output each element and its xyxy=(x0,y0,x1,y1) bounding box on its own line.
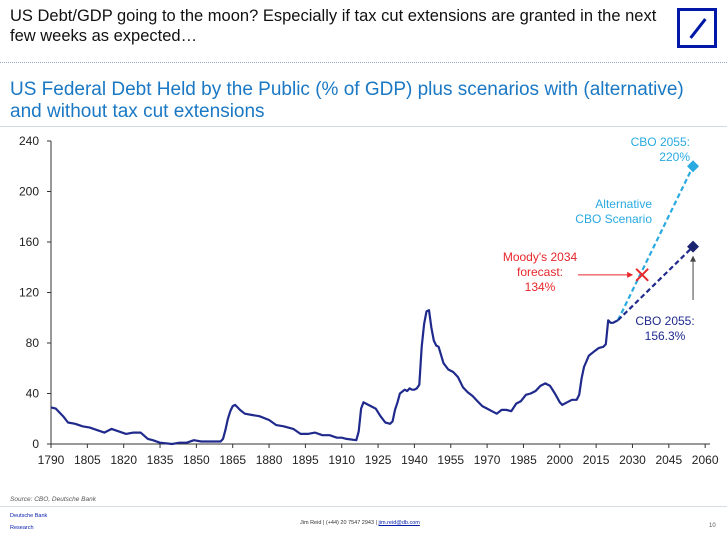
y-tick-label: 0 xyxy=(32,437,39,451)
chart-title: US Federal Debt Held by the Public (% of… xyxy=(10,79,684,122)
chart-series xyxy=(50,160,700,446)
y-tick-label: 240 xyxy=(19,134,39,148)
x-tick-label: 2015 xyxy=(583,453,610,467)
x-tick-label: 1985 xyxy=(510,453,537,467)
y-tick-label: 80 xyxy=(26,336,40,350)
series-line-historical xyxy=(50,309,619,446)
x-tick-label: 1835 xyxy=(147,453,174,467)
debt-gdp-chart: 0 40 80 120 160 200 240 1790 1805 1820 1835 1850 186… xyxy=(19,134,719,467)
x-tick-label: 1955 xyxy=(437,453,464,467)
source-note: Source: CBO, Deutsche Bank xyxy=(10,496,96,503)
footer-divider xyxy=(0,506,727,507)
x-tick-label: 1910 xyxy=(328,453,355,467)
y-tick-label: 200 xyxy=(19,185,39,199)
x-tick-label: 1850 xyxy=(183,453,210,467)
label-cbo-2055-alternative: CBO 2055: xyxy=(631,135,690,149)
x-tick-label: 1880 xyxy=(256,453,283,467)
deutsche-bank-logo-icon xyxy=(677,8,717,48)
label-cbo-2055-baseline: 156.3% xyxy=(645,329,686,343)
x-tick-label: 2000 xyxy=(546,453,573,467)
baseline-arrow-head xyxy=(690,255,697,262)
label-moodys-forecast: Moody's 2034 xyxy=(503,250,578,264)
label-alternative-scenario: Alternative xyxy=(595,197,652,211)
chart-axes: 0 40 80 120 160 200 240 1790 1805 1820 1835 1850 186… xyxy=(19,134,719,467)
x-tick-label: 1865 xyxy=(219,453,246,467)
series-line-alternative xyxy=(616,165,695,321)
x-tick-label: 2045 xyxy=(655,453,682,467)
marker-alternative-2055 xyxy=(687,160,700,173)
x-tick-label: 1895 xyxy=(292,453,319,467)
moodys-arrow-head xyxy=(627,271,634,278)
marker-baseline-2055 xyxy=(687,240,700,253)
footer-contact: Jim Reid | (+44) 20 7547 2943 | jim.reid… xyxy=(300,520,420,526)
x-tick-label: 2030 xyxy=(619,453,646,467)
y-tick-label: 120 xyxy=(19,286,39,300)
moodys-marker-stroke-b xyxy=(635,268,649,282)
page-number: 10 xyxy=(709,523,716,529)
x-tick-label: 1970 xyxy=(474,453,501,467)
footer-brand: Deutsche Bank Research xyxy=(10,510,47,534)
footer-email-link[interactable]: jim.reid@db.com xyxy=(378,520,420,526)
footer-brand-dept: Research xyxy=(10,525,34,531)
title-divider xyxy=(0,126,727,127)
y-tick-label: 40 xyxy=(26,387,40,401)
x-tick-label: 1820 xyxy=(110,453,137,467)
label-moodys-forecast: 134% xyxy=(525,280,556,294)
series-line-baseline xyxy=(617,245,694,322)
label-moodys-forecast: forecast: xyxy=(517,265,563,279)
label-cbo-2055-alternative: 220% xyxy=(659,150,690,164)
footer-contact-text: Jim Reid | (+44) 20 7547 2943 | xyxy=(300,520,377,526)
y-tick-label: 160 xyxy=(19,235,39,249)
label-alternative-scenario: CBO Scenario xyxy=(575,212,652,226)
footer-brand-name: Deutsche Bank xyxy=(10,513,48,519)
slide-headline: US Debt/GDP going to the moon? Especiall… xyxy=(10,7,657,45)
x-tick-label: 1790 xyxy=(38,453,65,467)
x-tick-label: 1805 xyxy=(74,453,101,467)
logo-slash xyxy=(689,18,707,39)
label-cbo-2055-baseline: CBO 2055: xyxy=(635,314,694,328)
x-tick-label: 1925 xyxy=(365,453,392,467)
x-tick-label: 1940 xyxy=(401,453,428,467)
x-tick-label: 2060 xyxy=(692,453,719,467)
header-divider xyxy=(0,62,727,63)
